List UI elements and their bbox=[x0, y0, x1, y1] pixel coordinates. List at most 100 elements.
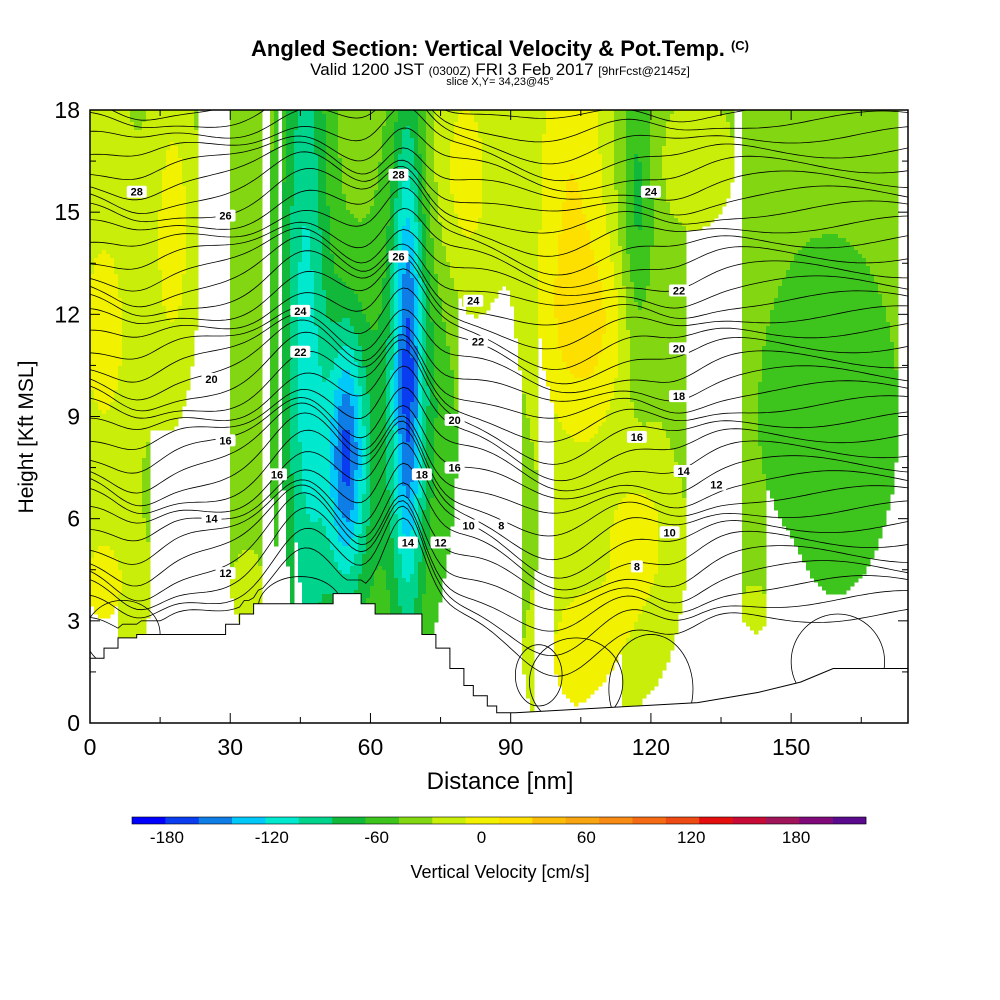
isentrope-label-bg bbox=[630, 560, 643, 573]
colorbar-tick-label: 120 bbox=[677, 828, 705, 847]
colorbar-swatch bbox=[232, 817, 266, 824]
isentrope-label-bg bbox=[126, 185, 147, 198]
isentrope-label: 28 bbox=[131, 187, 143, 199]
isentrope bbox=[90, 427, 908, 561]
isentrope-label: 20 bbox=[205, 374, 217, 386]
y-tick-label: 15 bbox=[54, 199, 80, 225]
isentrope-label-bg bbox=[668, 284, 689, 297]
colorbar-swatch bbox=[532, 817, 567, 824]
isentrope-label-bg bbox=[215, 567, 236, 580]
isentrope-label: 26 bbox=[392, 251, 404, 263]
colorbar-tick-label: 0 bbox=[477, 828, 486, 847]
colorbar-swatch bbox=[632, 817, 667, 824]
isentrope-lines bbox=[90, 24, 908, 723]
x-tick-label: 120 bbox=[632, 734, 670, 760]
isentrope bbox=[90, 412, 908, 514]
isentrope bbox=[90, 268, 908, 370]
isentrope bbox=[90, 492, 908, 611]
terrain bbox=[89, 593, 909, 724]
y-axis: 0 3 6 9 12 15 18 bbox=[54, 97, 908, 736]
isentrope bbox=[90, 500, 908, 632]
colorbar-tick-label: -120 bbox=[255, 828, 289, 847]
isentrope bbox=[90, 141, 908, 201]
x-tick-label: 150 bbox=[772, 734, 810, 760]
colorbar-swatch bbox=[799, 817, 833, 824]
isentrope-label: 14 bbox=[205, 514, 218, 526]
isentrope-label: 20 bbox=[448, 415, 460, 427]
colorbar-tick-label: -180 bbox=[150, 828, 184, 847]
isentrope-label-bg bbox=[458, 519, 479, 532]
isentrope bbox=[90, 420, 908, 537]
colorbar-frame bbox=[131, 816, 867, 825]
isentrope-label: 8 bbox=[634, 561, 640, 573]
y-tick-label: 18 bbox=[54, 97, 80, 123]
isentrope-label: 8 bbox=[498, 520, 504, 532]
isentrope-label-bg bbox=[668, 342, 689, 355]
isentrope bbox=[90, 55, 908, 109]
colorbar-tick-label: 60 bbox=[577, 828, 596, 847]
isentrope-label: 14 bbox=[678, 466, 691, 478]
colorbar-tick-label: 180 bbox=[782, 828, 810, 847]
colorbar-swatch bbox=[298, 817, 333, 824]
isentrope-label-bg bbox=[706, 478, 727, 491]
isentrope-label: 10 bbox=[663, 527, 675, 539]
x-tick-label: 90 bbox=[498, 734, 524, 760]
isentrope-label: 22 bbox=[294, 347, 306, 359]
isentrope-label-bg bbox=[430, 536, 451, 549]
isentrope-closed bbox=[528, 637, 624, 723]
isentrope-label-bg bbox=[388, 168, 409, 181]
isentrope-label-bg bbox=[668, 390, 689, 403]
isentrope bbox=[90, 151, 908, 216]
colorbar-swatch bbox=[765, 817, 800, 824]
colorbar-swatch bbox=[332, 817, 366, 824]
colorbar-swatch bbox=[832, 817, 867, 824]
isentrope bbox=[90, 235, 908, 309]
isentrope-label-bg bbox=[467, 335, 488, 348]
isentrope-label: 24 bbox=[294, 306, 307, 318]
colorbar-swatch bbox=[732, 817, 767, 824]
x-axis-title: Distance [nm] bbox=[426, 768, 574, 795]
isentrope-label: 16 bbox=[448, 463, 460, 475]
isentrope-label: 18 bbox=[416, 469, 428, 481]
isentrope-label: 16 bbox=[219, 435, 231, 447]
isentrope-label-bg bbox=[215, 434, 236, 447]
isentrope bbox=[90, 208, 908, 288]
isentrope-closed bbox=[608, 634, 694, 723]
colorbar-swatch bbox=[198, 817, 233, 824]
isentrope-label: 14 bbox=[402, 538, 415, 550]
colorbar-swatch bbox=[665, 817, 700, 824]
isentrope-label: 12 bbox=[710, 480, 722, 492]
isentrope bbox=[90, 339, 908, 443]
colorbar-swatch bbox=[165, 817, 200, 824]
colorbar-swatch bbox=[599, 817, 633, 824]
isentrope-label-bg bbox=[444, 413, 465, 426]
isentrope-label: 26 bbox=[219, 211, 231, 223]
isentrope bbox=[90, 308, 908, 394]
isentrope-label: 22 bbox=[673, 285, 685, 297]
isentrope bbox=[90, 287, 908, 385]
isentrope bbox=[90, 127, 908, 193]
colorbar-swatch bbox=[699, 817, 733, 824]
isentrope bbox=[90, 24, 908, 87]
isentrope bbox=[110, 110, 749, 123]
x-axis: 0 30 60 90 120 150 bbox=[84, 110, 862, 760]
colorbar-swatch bbox=[265, 817, 300, 824]
isentrope-closed bbox=[514, 644, 563, 707]
isentrope bbox=[90, 505, 908, 657]
isentrope bbox=[90, 348, 908, 465]
isentrope-label-bg bbox=[201, 373, 222, 386]
isentrope-labels: 28 26 24 22 20 16 16 14 12 28 26 24 22 20 18 16 14 12 10 8 2… bbox=[126, 168, 727, 580]
isentrope bbox=[90, 110, 908, 165]
y-tick-label: 9 bbox=[67, 404, 80, 430]
y-tick-label: 3 bbox=[67, 608, 80, 634]
isentrope-label: 20 bbox=[673, 343, 685, 355]
colorbar-swatch bbox=[365, 817, 400, 824]
isentrope bbox=[90, 46, 908, 96]
colorbar-swatch bbox=[499, 817, 533, 824]
isentrope bbox=[90, 331, 908, 419]
colorbar-swatch bbox=[565, 817, 600, 824]
isentrope-label-bg bbox=[659, 526, 680, 539]
isentrope-label-bg bbox=[673, 464, 694, 477]
y-tick-label: 0 bbox=[67, 710, 80, 736]
